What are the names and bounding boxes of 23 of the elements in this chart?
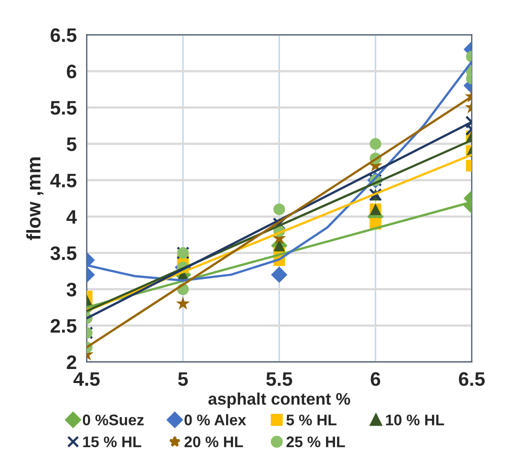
legend-label: 20 % HL (184, 436, 243, 448)
y-axis-title: flow ,mm (26, 157, 44, 240)
x-tick-label: 5 (178, 372, 188, 386)
x-tick-label: 6.5 (458, 372, 485, 386)
y-tick-label: 5.5 (50, 101, 76, 115)
y-tick-label: 2 (66, 355, 76, 369)
y-tick-label: 6 (66, 64, 76, 78)
y-tick-label: 4 (66, 210, 77, 224)
y-tick-label: 2.5 (50, 319, 76, 333)
x-tick-label: 6 (370, 372, 380, 386)
legend-label: 5 % HL (286, 414, 336, 426)
legend-label: 0 %Suez (82, 414, 144, 426)
y-tick-label: 3.5 (50, 246, 76, 260)
legend-label: 0 % Alex (184, 414, 246, 426)
y-tick-label: 4.5 (50, 174, 76, 188)
y-tick-label: 3 (66, 282, 76, 296)
y-tick-label: 5 (66, 138, 76, 152)
x-tick-label: 5.5 (266, 372, 292, 386)
x-axis-title: asphalt content % (208, 392, 350, 408)
legend-label: 25 % HL (286, 436, 345, 448)
legend-label: 15 % HL (83, 436, 142, 448)
legend-label: 10 % HL (386, 414, 444, 426)
y-tick-label: 6.5 (50, 28, 76, 42)
